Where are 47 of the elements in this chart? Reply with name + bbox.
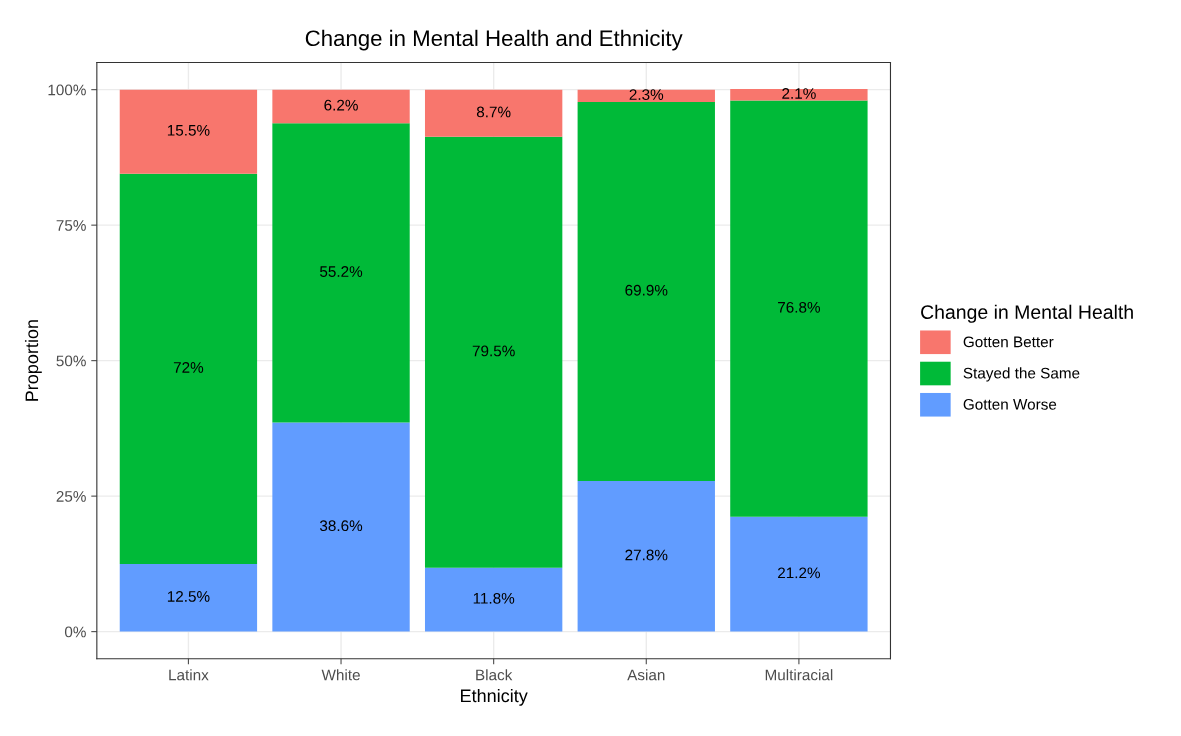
bar xyxy=(119,173,258,564)
x-tick-label: Latinx xyxy=(169,669,209,681)
legend-title: Change in Mental Health xyxy=(921,304,1133,323)
bar xyxy=(119,89,258,174)
x-tick-label: Black xyxy=(476,669,513,681)
data-label: 72% xyxy=(173,362,204,373)
y-tick-label: 100% xyxy=(48,84,86,96)
data-label: 79.5% xyxy=(472,345,515,357)
y-tick-label: 25% xyxy=(56,491,86,502)
legend-label: Stayed the Same xyxy=(963,367,1080,382)
y-tick-label: 0% xyxy=(64,626,86,638)
data-label: 12.5% xyxy=(167,591,210,602)
data-label: 21.2% xyxy=(778,567,821,579)
bar xyxy=(424,136,563,568)
x-tick-label: Multiracial xyxy=(765,669,833,681)
data-label: 2.3% xyxy=(629,89,664,100)
bar xyxy=(730,100,868,517)
data-label: 6.2% xyxy=(324,99,358,111)
data-label: 69.9% xyxy=(625,284,668,296)
bar xyxy=(424,89,563,137)
bar xyxy=(424,567,563,632)
chart-title: Change in Mental Health and Ethnicity xyxy=(305,29,683,51)
y-axis-title: Proportion xyxy=(24,320,42,401)
bar xyxy=(730,89,868,101)
data-label: 55.2% xyxy=(319,266,363,277)
data-label: 38.6% xyxy=(319,520,363,532)
y-tick-label: 50% xyxy=(56,355,86,367)
legend-label: Gotten Worse xyxy=(963,398,1057,410)
bar xyxy=(272,89,410,124)
data-label: 2.1% xyxy=(782,88,816,99)
bar xyxy=(577,89,715,103)
x-tick-label: White xyxy=(321,669,360,681)
x-tick-label: Asian xyxy=(627,669,665,681)
data-label: 8.7% xyxy=(476,106,511,118)
bar xyxy=(577,480,715,632)
data-label: 76.8% xyxy=(778,301,821,313)
bar xyxy=(577,102,715,481)
bar xyxy=(730,516,868,632)
bar xyxy=(119,563,258,632)
legend-label: Gotten Better xyxy=(963,336,1054,348)
data-label: 27.8% xyxy=(625,549,668,561)
y-tick-label: 75% xyxy=(56,220,86,231)
data-label: 15.5% xyxy=(167,125,210,136)
x-axis-title: Ethnicity xyxy=(461,688,528,706)
bar xyxy=(272,123,410,423)
data-label: 11.8% xyxy=(473,592,515,604)
bar xyxy=(272,422,410,632)
